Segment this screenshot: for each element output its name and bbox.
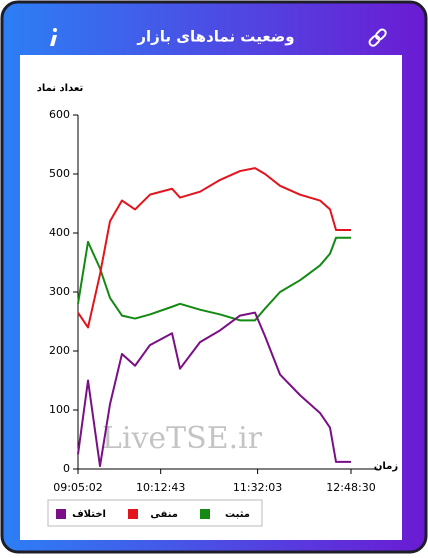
y-tick-label: 600 <box>49 108 70 121</box>
legend-swatch <box>128 509 138 519</box>
y-axis-label: تعداد نماد <box>37 83 84 94</box>
panel <box>20 55 402 540</box>
y-tick-label: 500 <box>49 167 70 180</box>
y-tick-label: 200 <box>49 344 70 357</box>
series-line <box>77 167 351 329</box>
x-tick-label: 11:32:03 <box>233 481 282 494</box>
header-title: وضعیت نمادهای بازار <box>136 28 294 46</box>
series-line <box>77 311 351 468</box>
legend-label: منفی <box>150 509 178 520</box>
x-tick-label: 10:12:43 <box>136 481 185 494</box>
x-axis-label: زمان <box>374 461 398 472</box>
legend-label: اختلاف <box>72 509 106 520</box>
link-icon[interactable] <box>368 28 387 47</box>
info-icon[interactable] <box>50 28 57 46</box>
watermark: LiveTSE.ir <box>102 421 263 456</box>
x-tick-label: 12:48:30 <box>326 481 375 494</box>
x-tick-label: 09:05:02 <box>53 481 102 494</box>
series-line <box>77 236 351 322</box>
y-tick-label: 100 <box>49 403 70 416</box>
legend-swatch <box>200 509 210 519</box>
y-tick-label: 400 <box>49 226 70 239</box>
legend-swatch <box>56 509 66 519</box>
y-tick-label: 300 <box>49 285 70 298</box>
y-tick-label: 0 <box>63 462 70 475</box>
legend-label: مثبت <box>225 509 250 520</box>
legend <box>47 499 263 527</box>
